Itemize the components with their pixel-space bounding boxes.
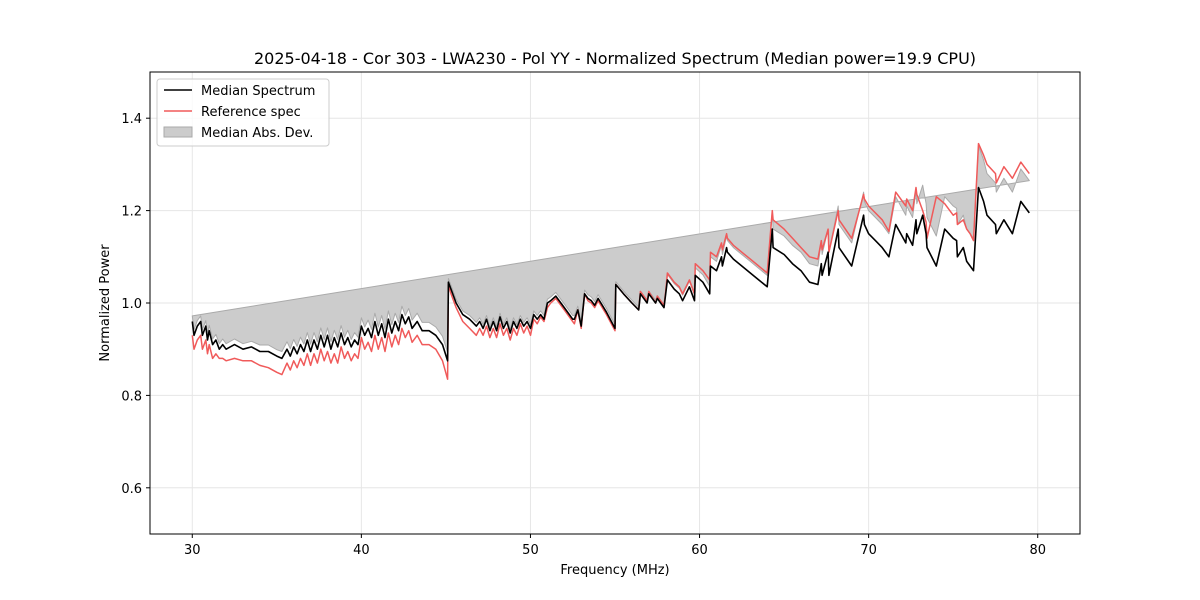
y-tick-label: 1.2 [121, 205, 142, 220]
median-spectrum-line [191, 186, 1030, 362]
y-tick-label: 1.0 [121, 297, 142, 312]
x-tick-label: 70 [860, 543, 877, 558]
legend-label-reference: Reference spec [201, 105, 301, 120]
y-tick-label: 1.4 [121, 112, 142, 127]
y-axis-label: Normalized Power [98, 244, 113, 362]
legend-label-mad: Median Abs. Dev. [201, 126, 313, 141]
x-axis: 30 40 50 60 70 80 [184, 534, 1046, 558]
mad-band [191, 145, 1030, 353]
x-tick-label: 40 [353, 543, 370, 558]
y-tick-label: 0.8 [121, 389, 142, 404]
x-tick-label: 50 [522, 543, 539, 558]
chart-title: 2025-04-18 - Cor 303 - LWA230 - Pol YY -… [254, 49, 976, 68]
legend: Median Spectrum Reference spec Median Ab… [156, 78, 330, 147]
x-tick-label: 30 [184, 543, 201, 558]
x-axis-label: Frequency (MHz) [560, 563, 669, 578]
x-tick-label: 80 [1029, 543, 1046, 558]
y-tick-label: 0.6 [121, 482, 142, 497]
legend-label-median: Median Spectrum [201, 84, 315, 99]
mad-band-area [191, 145, 1030, 353]
series-lines [191, 142, 1030, 380]
legend-mad-band-icon [163, 126, 193, 138]
reference-spectrum-line [191, 142, 1030, 380]
x-tick-label: 60 [691, 543, 708, 558]
y-axis: 0.6 0.8 1.0 1.2 1.4 [121, 112, 150, 497]
legend-box [156, 78, 330, 147]
